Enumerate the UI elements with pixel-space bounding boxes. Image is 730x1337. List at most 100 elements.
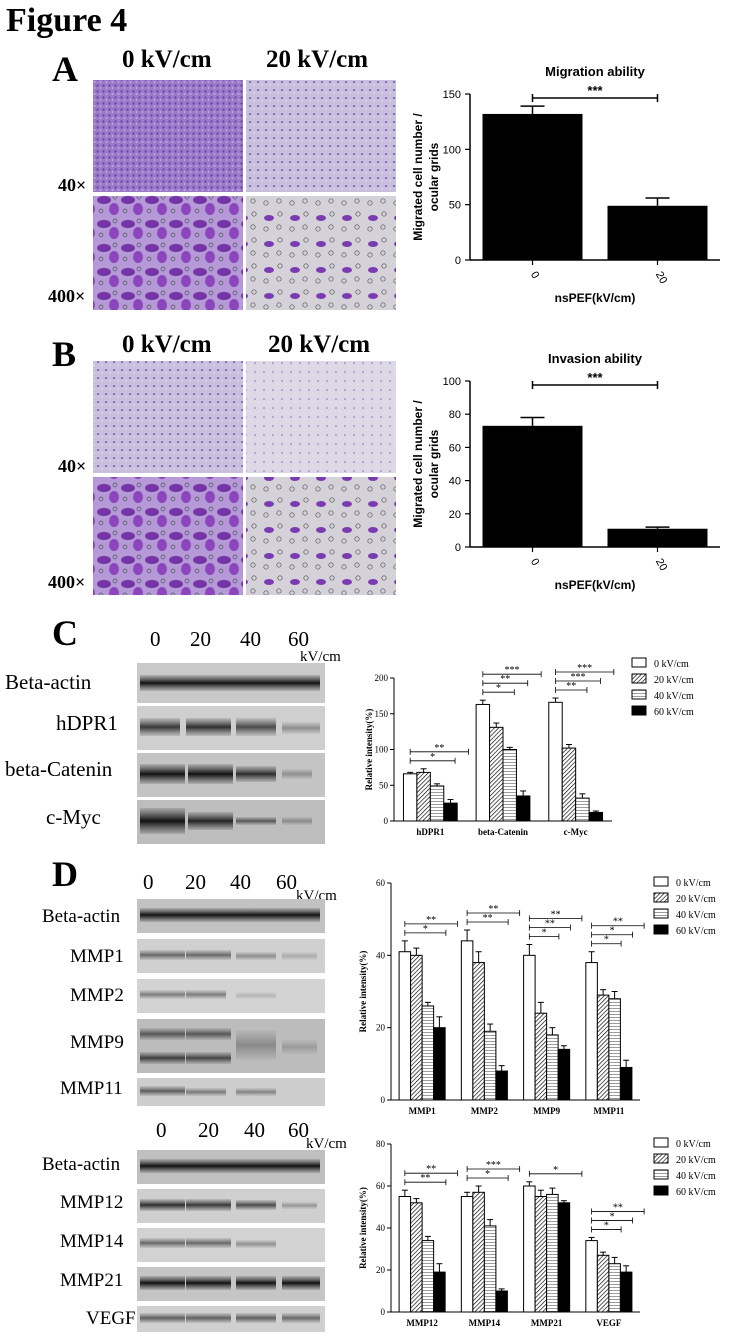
- panel-b-letter: B: [52, 334, 77, 374]
- panel-c-unit: kV/cm: [300, 649, 341, 665]
- panel-d-letter: D: [52, 854, 78, 894]
- wbC-ytick-label-1: 50: [379, 780, 389, 790]
- wbC-bar-1-2: [502, 749, 517, 822]
- panel-d-lane-2: 40: [230, 870, 251, 894]
- invasion-bar-0: [482, 425, 583, 547]
- wbC-legend-label-3: 60 kV/cm: [654, 707, 694, 718]
- invasion-sig-label-0: ***: [587, 370, 603, 385]
- wbD2-sig-label-1: **: [426, 1164, 436, 1175]
- wbD1-sig-label-2: **: [483, 913, 493, 924]
- panel-a-letter: A: [52, 49, 78, 89]
- wbD1-category-1: MMP2: [471, 1106, 498, 1116]
- wbD2-category-2: MMP21: [531, 1318, 563, 1328]
- panel-a-row-label-1: 400×: [48, 286, 86, 306]
- wbC-bar-1-1: [489, 726, 504, 822]
- wbD1-sig-label-6: **: [551, 909, 561, 920]
- wbD1-legend-swatch-2: [653, 908, 669, 919]
- panel-d-lane-3: 60: [276, 870, 297, 894]
- wbD2-bar-3-0: [585, 1240, 598, 1313]
- wbC-chart: [390, 657, 647, 822]
- panel-b-row-label-1: 400×: [48, 572, 86, 592]
- wbD2-legend-label-2: 40 kV/cm: [676, 1171, 716, 1182]
- wbC-category-2: c-Myc: [564, 827, 588, 837]
- panel-a-col-label-0: 0 kV/cm: [122, 46, 212, 73]
- panel-c-lane-2: 40: [240, 627, 261, 651]
- figure-title: Figure 4: [6, 2, 128, 39]
- panel-a-col-label-1: 20 kV/cm: [266, 46, 369, 73]
- wbD1-sig-label-3: **: [488, 904, 498, 915]
- wbD1-bar-2-0: [523, 954, 536, 1101]
- migration-ytick-label-3: 150: [443, 89, 461, 101]
- wbD1-sig-label-1: **: [426, 915, 436, 926]
- wbC-legend-swatch-1: [631, 673, 647, 684]
- wbC-sig-label-2: *: [496, 683, 501, 694]
- invasion-ytick-label-2: 40: [449, 476, 461, 488]
- wbD2-bar-1-0: [460, 1196, 474, 1313]
- wbD2-ytick-label-2: 40: [376, 1223, 386, 1233]
- panel-d2-protein-3: MMP21: [60, 1270, 124, 1291]
- wbC-bar-0-2: [429, 785, 445, 822]
- invasion-xtick-label-0: 0: [528, 557, 541, 568]
- wbC-sig-label-5: **: [566, 681, 576, 692]
- wbC-bar-0-3: [443, 802, 458, 822]
- wbC-bar-2-1: [561, 747, 577, 822]
- wbD2-bar-0-2: [421, 1240, 435, 1313]
- wbD1-legend-label-3: 60 kV/cm: [676, 926, 716, 937]
- wbC-bar-0-1: [416, 771, 431, 822]
- wbD1-bar-2-2: [546, 1034, 559, 1101]
- wbD1-category-2: MMP9: [533, 1106, 560, 1116]
- wbD1-bar-3-3: [619, 1066, 633, 1101]
- wbD1-bar-2-1: [534, 1012, 548, 1101]
- panel-a-row-label-0: 40×: [58, 175, 87, 195]
- wbC-bar-1-0: [475, 703, 491, 822]
- panel-d2-lane-0: 0: [156, 1118, 167, 1142]
- panel-c-protein-1: hDPR1: [56, 711, 118, 735]
- wbD2-legend-label-1: 20 kV/cm: [676, 1155, 716, 1166]
- wbD2-bar-3-1: [596, 1254, 610, 1313]
- panel-d-lane-0: 0: [143, 870, 154, 894]
- wbD2-bar-2-0: [523, 1185, 536, 1313]
- wbD1-legend-swatch-3: [653, 924, 669, 935]
- migration-chart: [465, 93, 720, 265]
- wbD1-bar-1-3: [495, 1070, 508, 1101]
- invasion-ylabel-1: ocular grids: [427, 429, 441, 498]
- panel-b-col-label-0: 0 kV/cm: [122, 331, 212, 358]
- panel-c-lane-1: 20: [190, 627, 211, 651]
- wbC-sig-label-3: **: [500, 674, 510, 685]
- wbD1-bar-1-2: [483, 1030, 497, 1101]
- wbD1-ytick-label-1: 20: [376, 1023, 386, 1033]
- wbD2-legend-swatch-2: [653, 1169, 669, 1180]
- wbD1-bar-1-1: [472, 962, 485, 1101]
- wbD1-ytick-label-0: 0: [381, 1095, 386, 1105]
- migration-xtick-label-1: 20: [653, 270, 670, 287]
- wbD2-bar-1-3: [495, 1290, 508, 1313]
- wbC-ytick-label-2: 100: [375, 745, 389, 755]
- invasion-ytick-label-4: 80: [449, 409, 461, 421]
- wbC-sig-label-4: ***: [505, 665, 520, 676]
- wbC-sig-label-6: ***: [570, 672, 585, 683]
- panel-d-protein-0: Beta-actin: [42, 906, 121, 927]
- panel-d-lane-1: 20: [185, 870, 206, 894]
- migration-title: Migration ability: [545, 64, 645, 79]
- wbD1-chart: [387, 876, 669, 1101]
- migration-ytick-label-2: 100: [443, 144, 461, 156]
- wbD1-sig-label-9: **: [613, 917, 623, 928]
- migration-xlabel: nsPEF(kV/cm): [555, 291, 636, 305]
- wbD2-chart: [387, 1137, 669, 1313]
- panel-c-letter: C: [52, 613, 78, 653]
- wbC-sig-label-0: *: [430, 752, 435, 763]
- wbD1-ytick-label-3: 60: [376, 878, 386, 888]
- wbD2-category-3: VEGF: [596, 1318, 622, 1328]
- wbD1-category-0: MMP1: [409, 1106, 436, 1116]
- wbD2-legend-label-3: 60 kV/cm: [676, 1187, 716, 1198]
- panel-d2-lane-3: 60: [288, 1118, 309, 1142]
- migration-ylabel-1: ocular grids: [427, 142, 441, 211]
- panel-d2-protein-4: VEGF: [86, 1308, 136, 1329]
- invasion-xlabel: nsPEF(kV/cm): [555, 578, 636, 592]
- wbD2-bar-2-2: [546, 1193, 559, 1313]
- wbD1-ylabel: Relative intensity(%): [358, 951, 368, 1033]
- wbD1-bar-0-1: [410, 954, 423, 1101]
- wbC-sig-label-7: ***: [577, 663, 592, 674]
- panel-d-protein-4: MMP11: [60, 1078, 123, 1099]
